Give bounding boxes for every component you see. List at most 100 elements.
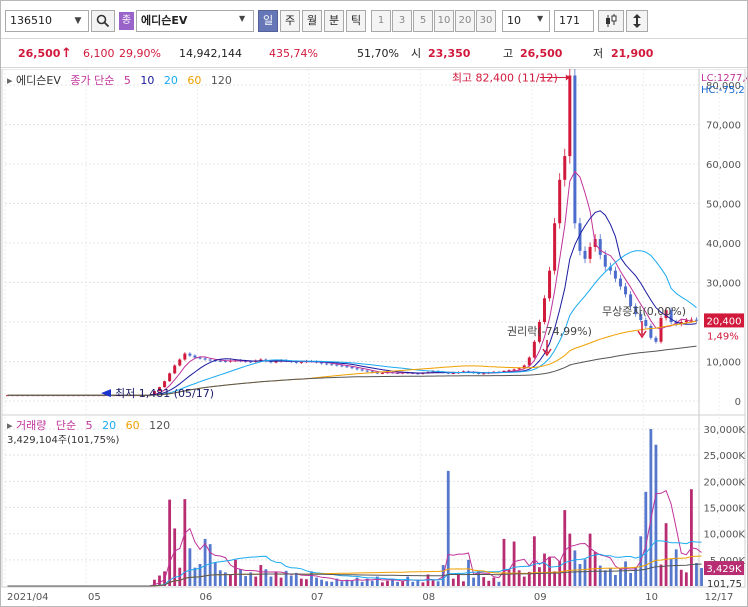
volume-bar	[360, 581, 364, 586]
volume-bar	[183, 499, 187, 586]
volume-legend: ▸ 거래량 단순 5 20 60 120	[7, 417, 176, 433]
volume-bar	[330, 581, 334, 586]
minute-10-button[interactable]: 10	[434, 10, 454, 32]
volume-bar	[421, 582, 425, 586]
legend-stock-name: 에디슨EV	[16, 74, 61, 87]
period-week-button[interactable]: 주	[280, 10, 300, 32]
candle-body	[613, 270, 617, 279]
chevron-down-icon[interactable]: ▼	[239, 14, 246, 23]
chevron-down-icon[interactable]: ▼	[74, 16, 82, 26]
volume-bar	[386, 580, 389, 586]
candle-body	[163, 381, 167, 388]
volume-bar	[213, 562, 217, 586]
volume-bar	[553, 571, 557, 586]
last-price-label: 20,400	[707, 316, 742, 327]
search-button[interactable]	[91, 10, 115, 32]
candle-body	[578, 223, 582, 251]
volume-bar	[249, 572, 253, 586]
high-label: 고	[503, 47, 514, 60]
volume-bar	[234, 559, 237, 586]
stock-name-box[interactable]: 에디슨EV	[136, 10, 254, 32]
volume-bar	[614, 575, 617, 586]
minute-30-button[interactable]: 30	[476, 10, 496, 32]
x-tick-label: 07	[311, 592, 324, 603]
candle-body	[629, 294, 633, 307]
volume-bar	[239, 569, 242, 586]
candle-body	[269, 361, 273, 363]
period-day-button[interactable]: 일	[258, 10, 278, 32]
price-pane	[1, 68, 746, 416]
volume-ratio: 435,74%	[269, 47, 318, 60]
up-down-arrow-icon	[633, 14, 641, 28]
volume-bar	[532, 536, 536, 586]
period-month-button[interactable]: 월	[302, 10, 322, 32]
volume-bar	[431, 580, 435, 586]
volume-bar	[305, 579, 308, 586]
chart-canvas[interactable]: 010,00020,00030,00040,00050,00060,00070,…	[1, 65, 748, 607]
chevron-down-icon[interactable]: ▼	[537, 14, 544, 23]
candlestick-icon	[606, 14, 617, 27]
candle-body	[218, 360, 222, 362]
candle-body	[244, 361, 248, 363]
count-select[interactable]: 10	[502, 10, 550, 32]
volume-bar	[527, 571, 531, 586]
volume-bar	[158, 575, 161, 586]
candle-body	[188, 353, 192, 356]
minute-20-button[interactable]: 20	[455, 10, 475, 32]
turnover-rate: 51,70%	[357, 47, 399, 60]
volume-bar	[619, 567, 622, 586]
candle-body	[482, 373, 486, 375]
vertical-resize-button[interactable]	[626, 10, 648, 32]
x-tick-label: 09	[534, 592, 547, 603]
volume-bar	[325, 581, 329, 586]
candle-body	[689, 319, 693, 321]
volume-tick-label: 15,000K	[703, 504, 745, 515]
volume-bar	[497, 581, 501, 586]
candle-body	[168, 373, 172, 382]
candle-body	[558, 179, 562, 224]
volume-tick-label: 20,000K	[703, 477, 745, 488]
legend-vol-ma-60: 60	[125, 419, 140, 432]
count-input[interactable]: 171	[554, 10, 594, 32]
minute-1-button[interactable]: 1	[371, 10, 391, 32]
volume-bar	[370, 580, 374, 586]
volume-bar	[456, 574, 460, 586]
volume-bar	[380, 582, 384, 586]
candle-body	[370, 371, 374, 373]
volume-tick-label: 30,000K	[703, 425, 745, 436]
volume-last-value: 3,429,104주(101,75%)	[7, 435, 120, 446]
volume-bar	[543, 553, 546, 586]
low-arrow-icon	[101, 389, 111, 398]
period-tick-button[interactable]: 틱	[346, 10, 366, 32]
period-minute-button[interactable]: 분	[324, 10, 344, 32]
rights-arrow-icon	[542, 340, 552, 357]
trade-volume: 14,942,144	[179, 47, 242, 60]
chart-area[interactable]: 010,00020,00030,00040,00050,00060,00070,…	[1, 65, 748, 607]
volume-bar	[411, 581, 415, 586]
volume-bar	[563, 510, 567, 586]
volume-bar	[512, 541, 516, 586]
open-label: 시	[411, 47, 422, 60]
candle-body	[568, 75, 572, 157]
volume-bar	[649, 429, 653, 586]
volume-bar	[507, 569, 511, 586]
minute-5-button[interactable]: 5	[413, 10, 433, 32]
volume-bar	[218, 570, 222, 586]
volume-bar	[538, 567, 541, 586]
candle-body	[375, 372, 379, 374]
volume-bar	[629, 572, 633, 586]
minute-3-button[interactable]: 3	[392, 10, 412, 32]
price-tick-label: 60,000	[706, 160, 741, 171]
price-tick-label: 80,000	[706, 81, 741, 92]
chart-type-button[interactable]	[598, 10, 624, 32]
legend-vol-ma-5: 5	[85, 419, 93, 432]
volume-bar	[674, 549, 678, 586]
volume-bar	[345, 579, 349, 586]
price-info-bar: 26,500 ↑ 6,100 29,90% 14,942,144 435,74%…	[1, 40, 747, 68]
volume-bar	[335, 578, 339, 586]
candle-body	[320, 362, 324, 364]
volume-bar	[203, 538, 207, 586]
volume-bar	[320, 579, 324, 586]
legend-ma-20: 20	[163, 74, 178, 87]
stock-code-input[interactable]: 136510	[5, 10, 89, 32]
